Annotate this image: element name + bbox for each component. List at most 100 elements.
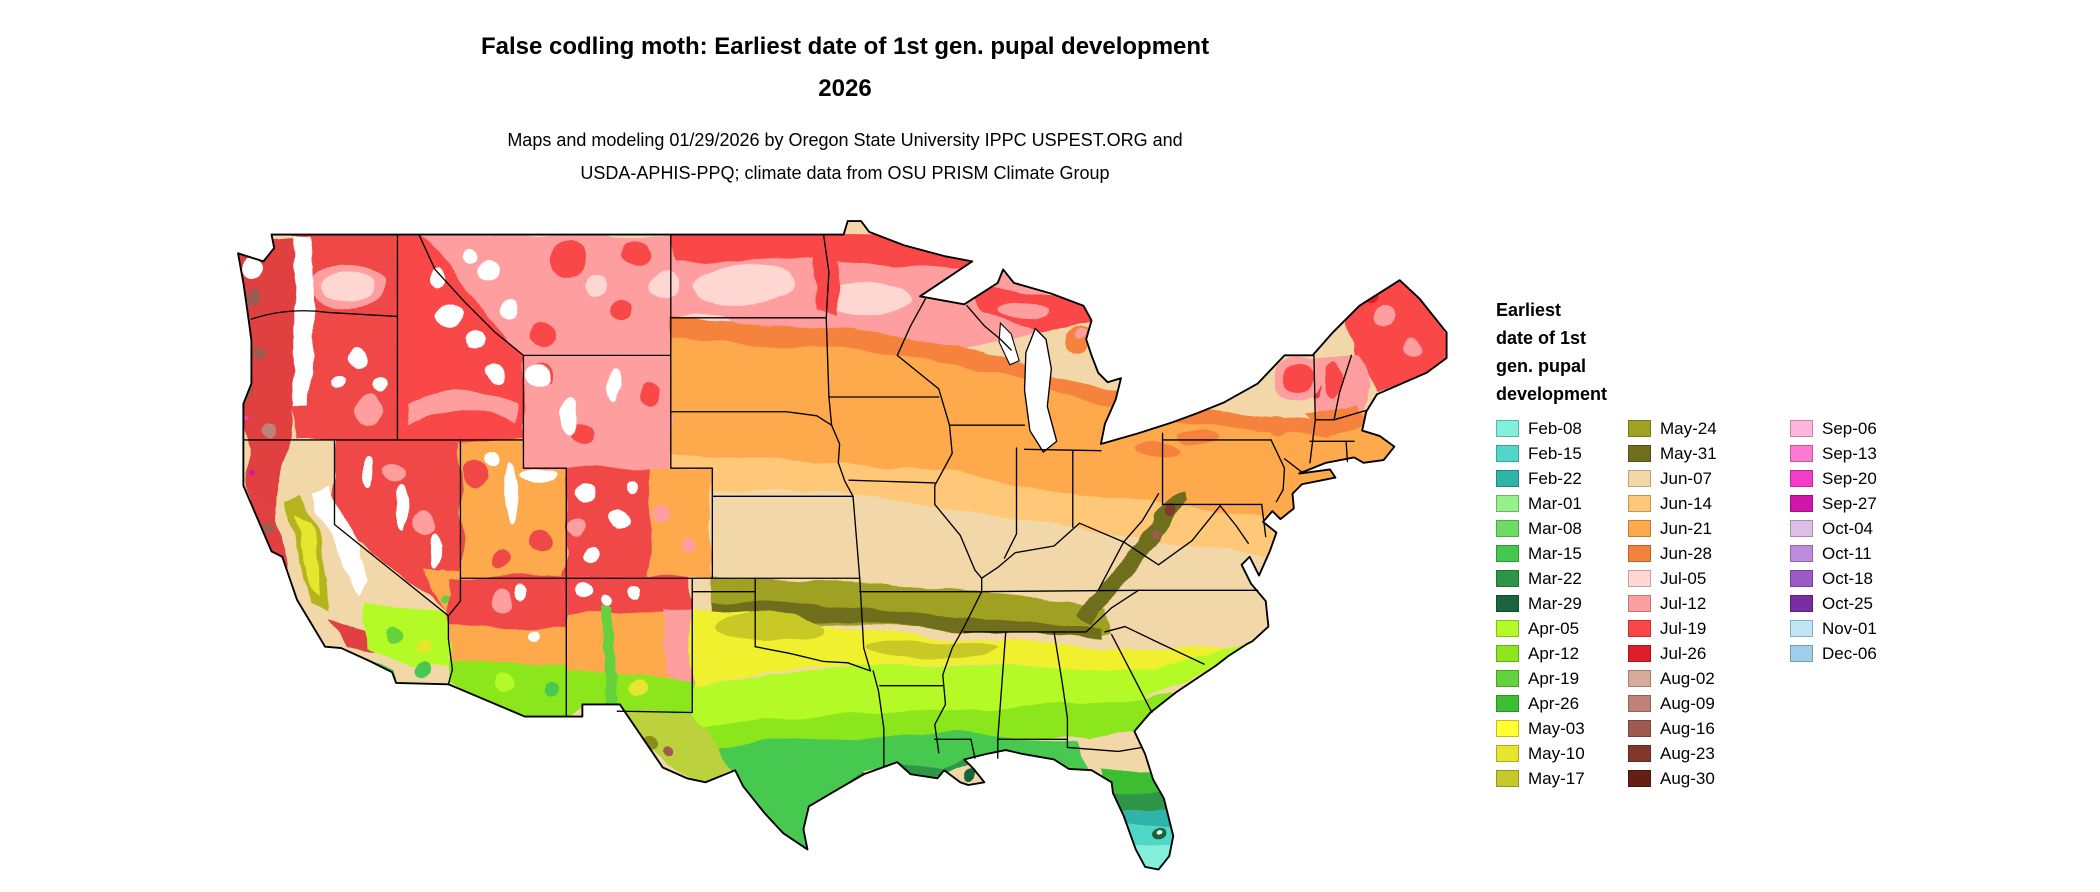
legend-swatch xyxy=(1496,620,1519,637)
legend-swatch xyxy=(1628,620,1651,637)
legend-label: Apr-05 xyxy=(1528,618,1580,638)
legend-swatch xyxy=(1790,520,1813,537)
legend-row: Jun-14 xyxy=(1628,491,1790,516)
legend-swatch xyxy=(1496,595,1519,612)
legend-swatch xyxy=(1496,670,1519,687)
legend-row: Oct-11 xyxy=(1790,541,1930,566)
legend-swatch xyxy=(1790,495,1813,512)
legend-label: Mar-15 xyxy=(1528,543,1582,563)
legend-row: Oct-04 xyxy=(1790,516,1930,541)
legend-label: Aug-23 xyxy=(1660,743,1715,763)
legend-row: Oct-18 xyxy=(1790,566,1930,591)
legend-swatch xyxy=(1496,495,1519,512)
legend-label: Apr-19 xyxy=(1528,668,1580,688)
legend-columns: Feb-08 Feb-15 Feb-22 Mar-01 Mar-08 Mar-15 Mar-… xyxy=(1496,416,1956,791)
legend-swatch xyxy=(1628,520,1651,537)
legend: Earliest date of 1st gen. pupal developm… xyxy=(1496,296,1956,791)
us-choropleth-map xyxy=(234,205,1460,883)
legend-row: Mar-08 xyxy=(1496,516,1628,541)
legend-swatch xyxy=(1628,470,1651,487)
legend-column-3: Sep-06 Sep-13 Sep-20 Sep-27 Oct-04 Oct-11 Oct-… xyxy=(1790,416,1930,791)
legend-label: Apr-12 xyxy=(1528,643,1580,663)
legend-row: Feb-08 xyxy=(1496,416,1628,441)
legend-label: Sep-13 xyxy=(1822,443,1877,463)
header: False codling moth: Earliest date of 1st… xyxy=(0,26,1690,190)
legend-label: Aug-09 xyxy=(1660,693,1715,713)
legend-row: Jun-07 xyxy=(1628,466,1790,491)
legend-row: May-24 xyxy=(1628,416,1790,441)
legend-swatch xyxy=(1496,570,1519,587)
legend-label: Feb-22 xyxy=(1528,468,1582,488)
legend-row: Apr-19 xyxy=(1496,666,1628,691)
legend-swatch xyxy=(1628,495,1651,512)
legend-swatch xyxy=(1628,770,1651,787)
legend-row: Apr-05 xyxy=(1496,616,1628,641)
page-title-year: 2026 xyxy=(818,75,872,102)
legend-label: Oct-25 xyxy=(1822,593,1874,613)
legend-label: Aug-02 xyxy=(1660,668,1715,688)
legend-swatch xyxy=(1496,720,1519,737)
legend-row: Aug-09 xyxy=(1628,691,1790,716)
legend-row: Sep-06 xyxy=(1790,416,1930,441)
state-borders xyxy=(242,233,1367,767)
legend-swatch xyxy=(1628,545,1651,562)
legend-row: Aug-30 xyxy=(1628,766,1790,791)
legend-row: Feb-15 xyxy=(1496,441,1628,466)
legend-swatch xyxy=(1496,545,1519,562)
legend-title: Earliest date of 1st gen. pupal developm… xyxy=(1496,300,1608,404)
map-fill xyxy=(238,221,1447,870)
legend-swatch xyxy=(1628,720,1651,737)
legend-swatch xyxy=(1790,470,1813,487)
legend-label: Sep-20 xyxy=(1822,468,1877,488)
legend-row: Jun-28 xyxy=(1628,541,1790,566)
legend-label: May-17 xyxy=(1528,768,1585,788)
legend-row: Sep-20 xyxy=(1790,466,1930,491)
legend-row: May-31 xyxy=(1628,441,1790,466)
legend-row: Nov-01 xyxy=(1790,616,1930,641)
legend-label: Aug-16 xyxy=(1660,718,1715,738)
legend-label: Jun-07 xyxy=(1660,468,1712,488)
legend-swatch xyxy=(1628,645,1651,662)
legend-row: Sep-13 xyxy=(1790,441,1930,466)
legend-row: Jul-05 xyxy=(1628,566,1790,591)
legend-label: Sep-27 xyxy=(1822,493,1877,513)
legend-row: Mar-01 xyxy=(1496,491,1628,516)
legend-label: Feb-15 xyxy=(1528,443,1582,463)
legend-swatch xyxy=(1628,420,1651,437)
legend-row: Jul-12 xyxy=(1628,591,1790,616)
legend-label: Jul-19 xyxy=(1660,618,1707,638)
legend-row: Mar-29 xyxy=(1496,591,1628,616)
legend-label: Nov-01 xyxy=(1822,618,1877,638)
legend-swatch xyxy=(1790,545,1813,562)
legend-row: Oct-25 xyxy=(1790,591,1930,616)
legend-label: Jul-26 xyxy=(1660,643,1707,663)
legend-swatch xyxy=(1790,595,1813,612)
legend-row: May-10 xyxy=(1496,741,1628,766)
legend-swatch xyxy=(1496,520,1519,537)
legend-swatch xyxy=(1496,745,1519,762)
legend-label: Jun-28 xyxy=(1660,543,1712,563)
legend-row: Mar-15 xyxy=(1496,541,1628,566)
legend-row: Feb-22 xyxy=(1496,466,1628,491)
legend-swatch xyxy=(1628,670,1651,687)
legend-label: Oct-18 xyxy=(1822,568,1874,588)
us-map-svg xyxy=(237,220,1448,871)
legend-row: Jun-21 xyxy=(1628,516,1790,541)
legend-swatch xyxy=(1496,770,1519,787)
legend-row: Aug-02 xyxy=(1628,666,1790,691)
legend-label: Oct-04 xyxy=(1822,518,1874,538)
legend-row: May-17 xyxy=(1496,766,1628,791)
legend-label: Mar-29 xyxy=(1528,593,1582,613)
legend-swatch xyxy=(1790,645,1813,662)
legend-label: Dec-06 xyxy=(1822,643,1877,663)
legend-row: Apr-26 xyxy=(1496,691,1628,716)
legend-swatch xyxy=(1790,620,1813,637)
legend-row: Aug-23 xyxy=(1628,741,1790,766)
legend-label: Aug-30 xyxy=(1660,768,1715,788)
legend-swatch xyxy=(1628,595,1651,612)
legend-swatch xyxy=(1628,570,1651,587)
legend-label: Apr-26 xyxy=(1528,693,1580,713)
legend-swatch xyxy=(1628,695,1651,712)
legend-swatch xyxy=(1496,645,1519,662)
